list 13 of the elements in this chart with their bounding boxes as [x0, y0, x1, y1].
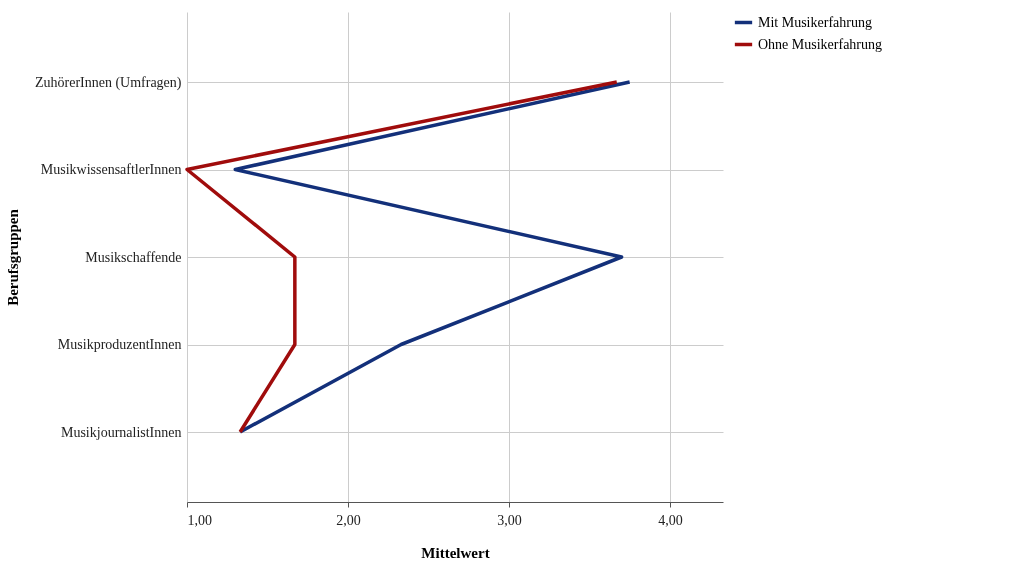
legend-label: Ohne Musikerfahrung [758, 36, 883, 52]
x-tick-label: 4,00 [658, 512, 683, 528]
x-tick-label: 3,00 [497, 512, 522, 528]
y-tick-label: MusikproduzentInnen [57, 337, 182, 352]
x-axis-title: Mittelwert [421, 544, 490, 561]
y-axis-title: Berufsgruppen [4, 208, 21, 306]
x-tick-label: 1,00 [187, 512, 212, 528]
y-tick-label: MusikwissensaftlerInnen [40, 162, 182, 177]
legend-label: Mit Musikerfahrung [758, 14, 872, 30]
x-tick-label: 2,00 [336, 512, 361, 528]
y-tick-label: Musikschaffende [85, 249, 182, 265]
y-tick-label: ZuhörerInnen (Umfragen) [34, 74, 182, 91]
y-tick-label: MusikjournalistInnen [60, 424, 182, 440]
